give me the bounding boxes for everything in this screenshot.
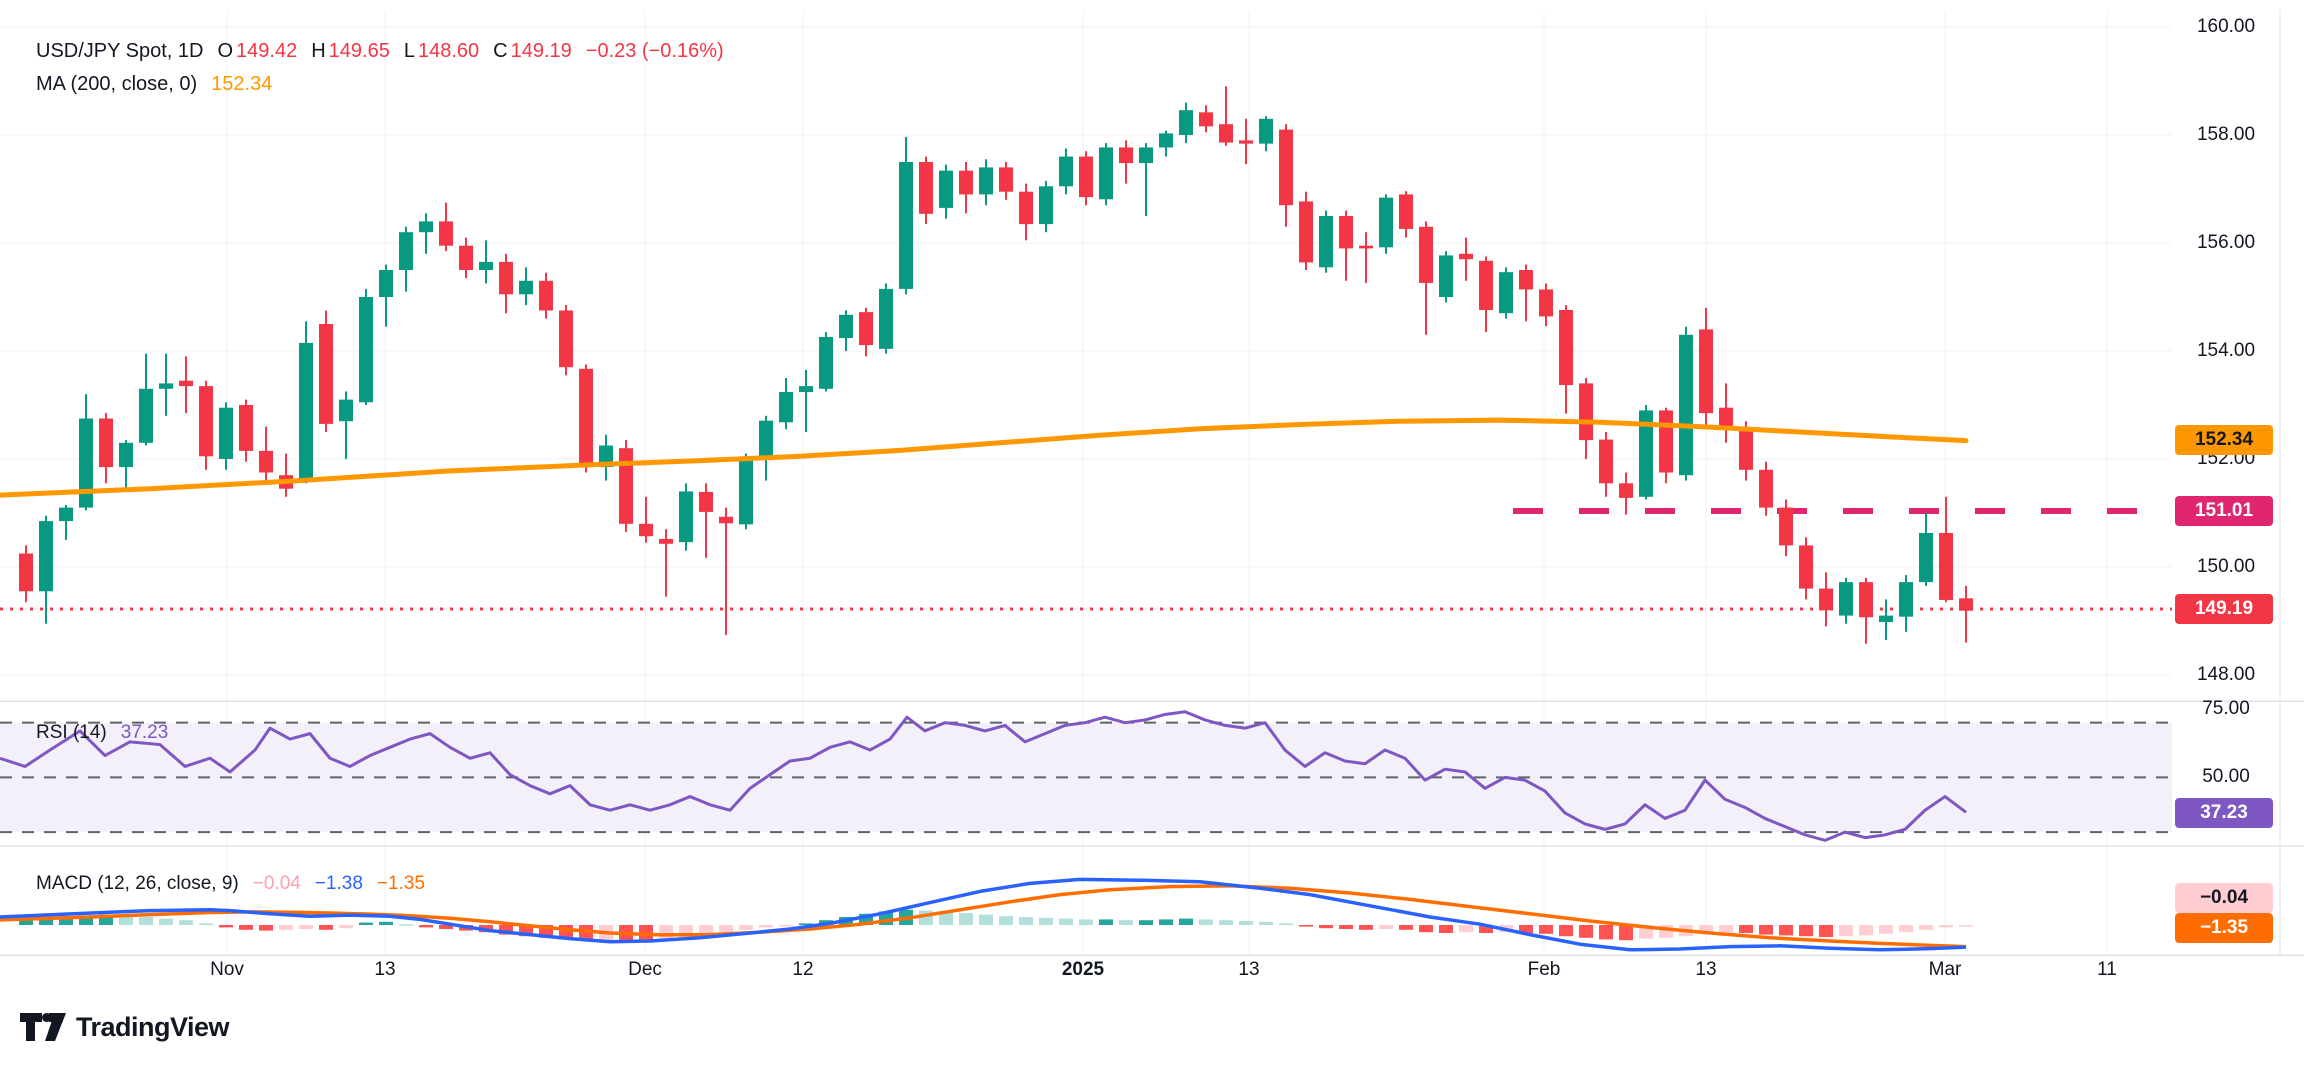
price-axis-label: 75.00 [2202, 698, 2250, 719]
symbol-title[interactable]: USD/JPY Spot, 1D [36, 40, 204, 62]
time-axis-label: Dec [628, 959, 662, 980]
time-axis-label: 13 [374, 959, 396, 980]
time-axis-label: Nov [210, 959, 244, 980]
price-axis-label: 148.00 [2196, 664, 2256, 685]
ma-legend-row: MA (200, close, 0) 152.34 [36, 74, 272, 95]
change-value: −0.23 (−0.16%) [585, 40, 724, 62]
time-axis-label: 13 [1695, 959, 1717, 980]
macd-line-value: −1.38 [314, 873, 363, 894]
high-value: H 149.65 [311, 40, 390, 62]
time-axis-label: Feb [1527, 959, 1561, 980]
price-axis-label: 154.00 [2196, 340, 2256, 361]
price-axis-badge: 152.34 [2175, 425, 2273, 455]
tradingview-logo[interactable]: TradingView [20, 1012, 230, 1043]
macd-legend-row: MACD (12, 26, close, 9) −0.04 −1.38 −1.3… [36, 873, 425, 894]
close-value: C 149.19 [493, 40, 572, 62]
ma-legend-value: 152.34 [211, 73, 273, 95]
price-axis-badge: 149.19 [2175, 594, 2273, 624]
time-axis-label: 12 [792, 959, 814, 980]
price-axis-label: 156.00 [2196, 232, 2256, 253]
ma-legend-label[interactable]: MA (200, close, 0) [36, 73, 198, 95]
price-axis-badge: 151.01 [2175, 496, 2273, 526]
price-axis-label: 150.00 [2196, 556, 2256, 577]
time-axis-label: 11 [2097, 959, 2117, 980]
rsi-legend-label[interactable]: RSI (14) [36, 722, 107, 743]
price-axis-label: 50.00 [2202, 766, 2250, 787]
time-axis-label: 2025 [1061, 959, 1105, 980]
price-axis-badge: 37.23 [2175, 798, 2273, 828]
price-axis-badge: −0.04 [2175, 883, 2273, 913]
rsi-legend-row: RSI (14) 37.23 [36, 722, 168, 743]
low-value: L 148.60 [403, 40, 480, 62]
macd-signal-value: −1.35 [376, 873, 425, 894]
rsi-legend-value: 37.23 [120, 722, 169, 743]
price-axis-label: 158.00 [2196, 124, 2256, 145]
macd-legend-label[interactable]: MACD (12, 26, close, 9) [36, 873, 239, 894]
time-axis-label: 13 [1238, 959, 1260, 980]
time-axis-label: Mar [1928, 959, 1962, 980]
price-axis-badge: −1.35 [2175, 913, 2273, 943]
tradingview-logo-icon [20, 1012, 66, 1041]
tradingview-logo-text: TradingView [76, 1012, 230, 1042]
open-value: O 149.42 [217, 40, 298, 62]
symbol-legend-row: USD/JPY Spot, 1D O 149.42 H 149.65 L 148.60… [36, 41, 724, 62]
macd-hist-value: −0.04 [252, 873, 301, 894]
price-axis-label: 160.00 [2196, 16, 2256, 37]
